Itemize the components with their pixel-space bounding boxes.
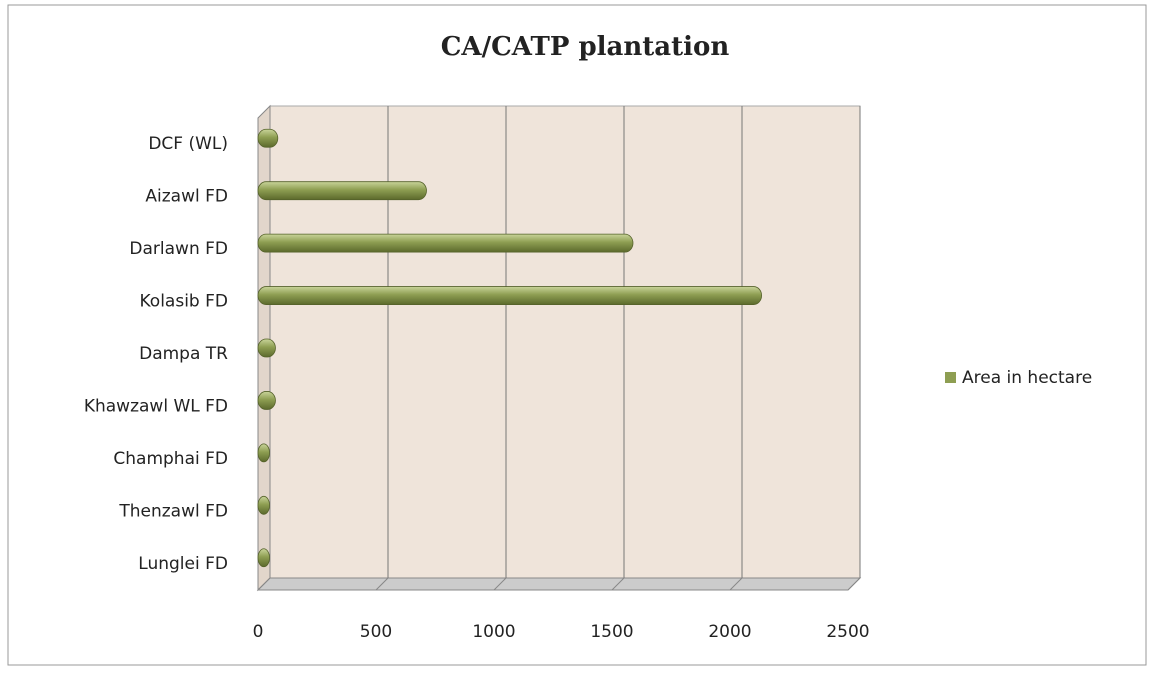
y-tick-label: Thenzawl FD — [118, 501, 228, 521]
chart-title: CA/CATP plantation — [441, 32, 730, 62]
floor — [256, 577, 862, 591]
bar — [257, 495, 270, 515]
bar — [257, 548, 270, 568]
legend-swatch — [945, 372, 956, 383]
tick-mark — [847, 577, 861, 591]
tick-mark — [729, 577, 743, 591]
x-tick-label: 2000 — [708, 622, 751, 642]
y-tick-label: Aizawl FD — [145, 187, 228, 207]
tick-mark — [375, 577, 389, 591]
y-tick-label: Kolasib FD — [140, 292, 229, 312]
x-tick-label: 1000 — [472, 622, 515, 642]
bar — [257, 338, 276, 358]
bar — [257, 391, 276, 410]
y-tick-label: Khawzawl WL FD — [84, 396, 228, 416]
bar — [257, 181, 427, 201]
tick-mark — [257, 577, 271, 591]
bar — [257, 443, 270, 463]
y-tick-label: Lunglei FD — [138, 554, 228, 574]
y-tick-label: Darlawn FD — [129, 239, 228, 259]
bar — [257, 286, 763, 305]
tick-mark — [493, 577, 507, 591]
x-tick-label: 0 — [253, 622, 264, 642]
x-tick-label: 500 — [360, 622, 392, 642]
y-tick-label: Champhai FD — [113, 449, 228, 469]
x-tick-label: 1500 — [590, 622, 633, 642]
y-tick-label: Dampa TR — [139, 344, 228, 364]
bar — [257, 233, 634, 253]
legend-label: Area in hectare — [962, 368, 1092, 388]
back-wall — [269, 105, 861, 579]
tick-mark — [611, 577, 625, 591]
bar — [257, 128, 279, 148]
y-tick-label: DCF (WL) — [148, 134, 228, 154]
x-tick-label: 2500 — [826, 622, 869, 642]
